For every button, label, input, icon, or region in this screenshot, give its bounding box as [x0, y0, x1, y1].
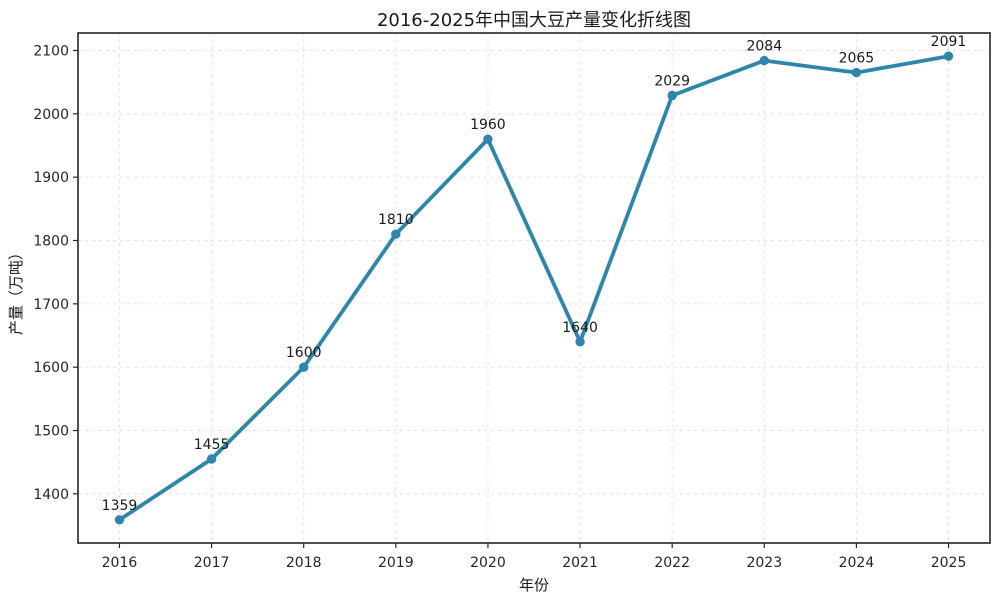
- y-tick-label: 1900: [33, 170, 69, 186]
- point-value-label: 2029: [654, 74, 690, 90]
- axis-ticks: 2016 2017 2018 2019 2020 2021 2022 2023 2024 2025…: [33, 43, 966, 571]
- x-tick-label: 2019: [378, 555, 414, 571]
- x-tick-label: 2024: [839, 555, 875, 571]
- x-tick-label: 2025: [931, 555, 967, 571]
- point-value-label: 1640: [562, 320, 598, 336]
- point-value-label: 2065: [839, 51, 875, 67]
- point-value-label: 1455: [194, 437, 230, 453]
- y-tick-label: 1500: [33, 424, 69, 440]
- y-tick-label: 2000: [33, 107, 69, 123]
- data-point: [114, 515, 125, 525]
- x-tick-label: 2020: [470, 555, 506, 571]
- point-value-label: 2084: [746, 39, 782, 55]
- point-value-label: 2091: [931, 34, 967, 50]
- x-tick-label: 2021: [562, 555, 598, 571]
- gridlines: [78, 33, 990, 543]
- data-point: [575, 337, 585, 347]
- y-tick-label: 1700: [33, 297, 69, 313]
- x-tick-label: 2017: [194, 555, 230, 571]
- data-point: [667, 90, 677, 101]
- x-axis-label: 年份: [519, 576, 549, 594]
- data-point: [759, 55, 769, 66]
- point-value-label: 1960: [470, 117, 506, 133]
- y-tick-label: 1800: [33, 233, 69, 249]
- plot-border: [77, 32, 991, 544]
- plot-box: [77, 32, 991, 544]
- y-tick-label: 1400: [33, 487, 69, 503]
- point-value-label: 1810: [378, 212, 414, 228]
- x-tick-label: 2018: [286, 555, 322, 571]
- y-tick-label: 1600: [33, 360, 69, 376]
- data-point: [391, 229, 401, 239]
- data-point: [206, 454, 217, 464]
- y-axis-label: 产量（万吨）: [7, 245, 25, 335]
- y-tick-label: 2100: [33, 43, 69, 59]
- data-point: [943, 51, 954, 61]
- chart-title: 2016-2025年中国大豆产量变化折线图: [377, 10, 691, 31]
- x-tick-label: 2016: [102, 555, 138, 571]
- point-value-label: 1600: [286, 345, 322, 361]
- series-polyline: [117, 54, 951, 522]
- x-tick-label: 2023: [746, 555, 782, 571]
- point-value-label: 1359: [102, 498, 138, 514]
- x-tick-label: 2022: [654, 555, 690, 571]
- data-series: [114, 51, 954, 525]
- point-value-labels: 1359 1455 1600 1810 1960 1640 2029 2084 2065 2091: [102, 34, 967, 514]
- data-point: [483, 134, 493, 144]
- data-point: [851, 67, 862, 78]
- data-point: [299, 362, 309, 372]
